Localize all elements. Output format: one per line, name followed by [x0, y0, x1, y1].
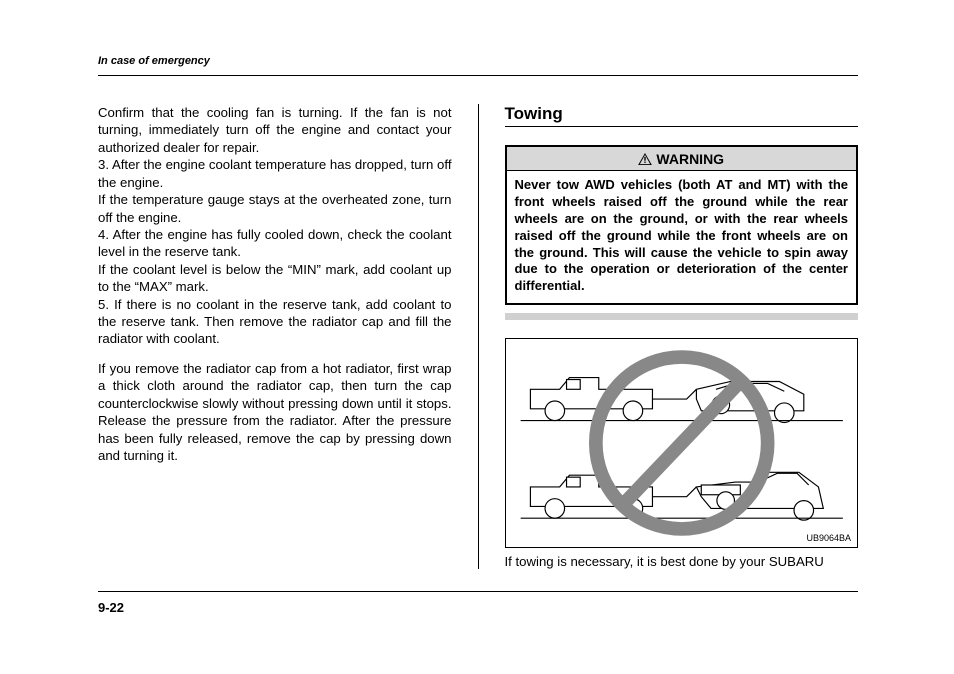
- warning-header: WARNING: [507, 147, 857, 171]
- section-title: Towing: [505, 104, 859, 127]
- paragraph: If the temperature gauge stays at the ov…: [98, 191, 452, 226]
- figure-code: UB9064BA: [806, 533, 851, 543]
- paragraph: Confirm that the cooling fan is turning.…: [98, 104, 452, 156]
- prohibition-icon: [595, 357, 767, 529]
- warning-triangle-icon: [638, 153, 652, 165]
- page-header: In case of emergency: [98, 55, 858, 76]
- paragraph: 5. If there is no coolant in the reserve…: [98, 296, 452, 348]
- paragraph-gap: [98, 348, 452, 360]
- paragraph: 3. After the engine coolant temperature …: [98, 156, 452, 191]
- page-footer: 9-22: [98, 591, 858, 615]
- paragraph: If the coolant level is below the “MIN” …: [98, 261, 452, 296]
- right-column: Towing WARNING Never tow AWD vehicles (b…: [505, 104, 859, 569]
- paragraph: If you remove the radiator cap from a ho…: [98, 360, 452, 465]
- towing-figure: UB9064BA: [505, 338, 859, 548]
- figure-caption: If towing is necessary, it is best done …: [505, 554, 859, 569]
- header-section-label: In case of emergency: [98, 55, 210, 67]
- manual-page: In case of emergency Confirm that the co…: [98, 55, 858, 615]
- column-divider: [478, 104, 479, 569]
- gray-separator-bar: [505, 313, 859, 320]
- left-column: Confirm that the cooling fan is turning.…: [98, 104, 452, 569]
- warning-box: WARNING Never tow AWD vehicles (both AT …: [505, 145, 859, 305]
- two-column-layout: Confirm that the cooling fan is turning.…: [98, 104, 858, 569]
- towing-illustration: [506, 339, 858, 547]
- warning-label: WARNING: [656, 151, 724, 167]
- page-number: 9-22: [98, 600, 124, 615]
- paragraph: 4. After the engine has fully cooled dow…: [98, 226, 452, 261]
- warning-text: Never tow AWD vehicles (both AT and MT) …: [507, 171, 857, 303]
